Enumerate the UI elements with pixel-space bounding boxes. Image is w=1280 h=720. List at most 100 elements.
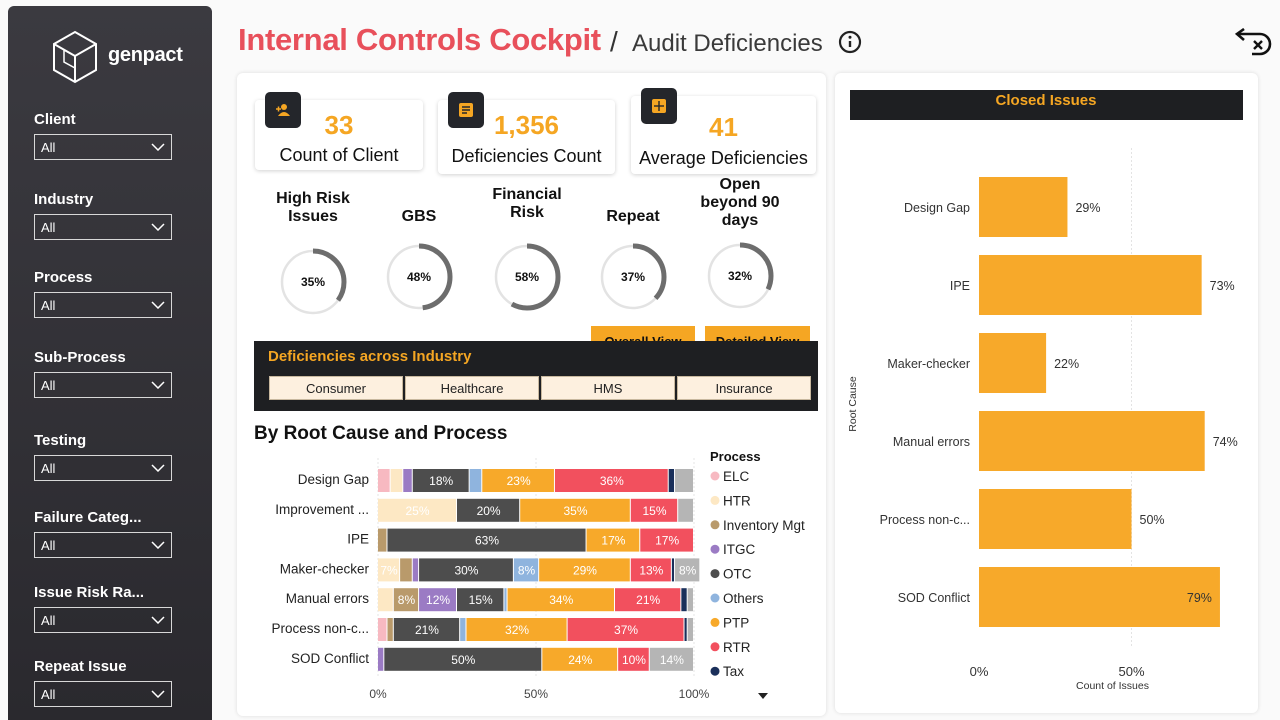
legend-scroll-down-icon[interactable] [758,693,768,699]
filter-1: Industry All [34,191,184,240]
stack-segment-tax [681,588,687,612]
stack-segment-ptp [482,469,554,492]
gauge-ring: 48% [385,243,453,311]
stack-data-label: 50% [451,653,475,667]
filter-dropdown[interactable]: All [34,214,172,240]
filter-dropdown[interactable]: All [34,292,172,318]
filter-dropdown[interactable]: All [34,681,172,707]
info-icon[interactable] [838,30,862,54]
gauge-label: Repeat [583,188,683,226]
stack-segment-rtr [640,528,693,552]
filter-dropdown[interactable]: All [34,134,172,160]
chevron-down-icon [151,464,165,472]
closed-issues-bar [979,567,1220,627]
x-axis-title: Count of Issues [1076,680,1149,692]
closed-issues-value: 50% [1140,513,1165,527]
stack-segment-inventory-mgt [400,558,412,582]
filter-dropdown[interactable]: All [34,372,172,398]
stack-segment-rest [675,558,700,582]
filter-dropdown[interactable]: All [34,607,172,633]
gauge-arc [706,242,774,310]
stack-segment-rtr [615,588,681,612]
legend-swatch [710,471,720,481]
root-cause-label: Manual errors [893,435,970,449]
legend-swatch [710,544,720,554]
stack-segment-others [513,558,539,582]
gauge-value: 37% [621,270,645,284]
closed-issues-bar [979,489,1132,549]
filter-label: Issue Risk Ra... [34,584,145,601]
stack-segment-otc [419,558,513,582]
filter-value: All [41,686,56,702]
stack-segment-otc [393,618,460,641]
back-icon[interactable] [1234,28,1274,60]
filter-dropdown[interactable]: All [34,532,172,558]
filter-4: Testing All [34,432,184,481]
filter-label: Testing [34,432,87,449]
y-category-label: Process non-c... [271,621,369,636]
root-cause-label: Design Gap [904,201,970,215]
stack-segment-ptp [539,558,630,582]
legend-swatch [710,666,720,676]
legend-swatch [710,593,720,603]
y-category-label: SOD Conflict [291,651,369,666]
gauge-ring: 35% [279,248,347,316]
stack-data-label: 29% [573,563,597,577]
legend-title: Process [710,449,761,464]
industry-button-insurance[interactable]: Insurance [677,376,811,400]
legend-item: OTC [723,567,752,582]
gauge-title: Financial Risk [492,186,562,221]
legend-swatch [710,617,720,627]
closed-issues-bar [979,411,1205,471]
stack-segment-rest [687,618,693,641]
kpi-value: 1,356 [493,110,560,140]
gauge-value: 58% [515,270,539,284]
industry-button-hms[interactable]: HMS [541,376,675,400]
stack-data-label: 12% [426,593,450,607]
chevron-down-icon [151,301,165,309]
gauge-value: 32% [728,269,752,283]
filter-5: Failure Categ... All [34,509,184,558]
filter-label: Process [34,269,93,286]
y-category-label: Manual errors [286,591,370,606]
stack-data-label: 36% [600,474,624,488]
filter-sidebar: genpact [8,6,212,720]
stack-segment-itgc [419,588,456,612]
legend-item: HTR [723,493,751,508]
chevron-down-icon [151,381,165,389]
industry-button-consumer[interactable]: Consumer [269,376,403,400]
closed-issues-bar [979,177,1068,237]
industry-button-healthcare[interactable]: Healthcare [405,376,539,400]
filter-value: All [41,460,56,476]
gauge-arc [279,248,347,316]
stack-segment-inventory-mgt [393,588,419,612]
legend-item: ELC [723,469,750,484]
closed-issues-bar [979,333,1047,393]
brand-name: genpact [108,44,183,66]
filter-label: Industry [34,191,94,208]
stack-data-label: 15% [642,504,666,518]
kpi-label: Deficiencies Count [451,146,602,166]
cube-logo-icon [53,30,97,84]
filter-label: Repeat Issue [34,658,127,675]
gauge-ring: 32% [706,242,774,310]
stack-segment-ptp [520,498,630,522]
legend-item: RTR [723,640,751,655]
stack-data-label: 23% [507,474,531,488]
stack-segment-rest [675,469,693,492]
filter-label: Sub-Process [34,349,126,366]
page-title: Internal Controls Cockpit [238,22,601,57]
stack-data-label: 8% [679,563,697,577]
stack-data-label: 32% [505,623,529,637]
stack-data-label: 10% [622,653,646,667]
stack-segment-ptp [507,588,614,612]
filter-dropdown[interactable]: All [34,455,172,481]
filter-value: All [41,219,56,235]
filter-7: Repeat Issue All [34,658,184,707]
filter-value: All [41,537,56,553]
stack-data-label: 20% [477,504,501,518]
root-cause-label: Maker-checker [887,357,970,371]
legend-swatch [710,520,720,530]
stack-segment-itgc [403,469,412,492]
gauge-label: Open beyond 90 days [690,176,790,230]
